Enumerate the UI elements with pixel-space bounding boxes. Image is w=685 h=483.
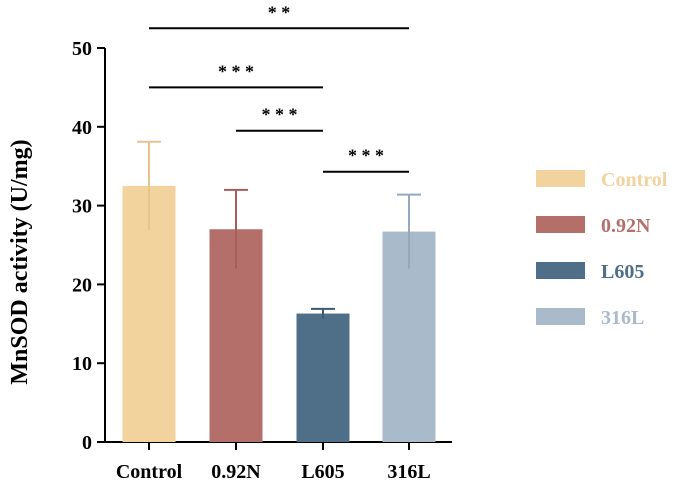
error-bars (137, 140, 421, 319)
legend-label: L605 (601, 261, 644, 283)
legend-swatch (536, 170, 585, 187)
x-tick-label: 316L (387, 461, 430, 483)
legend: Control 0.92N L605 316L (536, 169, 668, 329)
bar-l605 (296, 313, 350, 442)
x-tick-label: 0.92N (211, 461, 261, 483)
significance-label: * * * (218, 61, 254, 81)
significance-label: * * * (262, 105, 298, 125)
x-tick-label: L605 (301, 461, 344, 483)
y-tick-label: 10 (72, 353, 92, 375)
significance-label: * * * (348, 146, 384, 166)
legend-label: 316L (601, 307, 644, 329)
significance-brackets: * * * * * * * * * * * (149, 2, 409, 173)
y-tick-label: 0 (82, 432, 92, 454)
axes: 0 10 20 30 40 50 Control 0.92N L605 316L (72, 38, 452, 483)
legend-label: Control (601, 169, 668, 191)
bars (122, 185, 436, 442)
y-axis-label: MnSOD activity (U/mg) (7, 139, 33, 384)
y-tick-label: 40 (72, 117, 92, 139)
significance-label: * * (268, 2, 291, 22)
x-tick-label: Control (116, 461, 183, 483)
legend-label: 0.92N (601, 215, 651, 237)
y-tick-label: 20 (72, 274, 92, 296)
y-tick-label: 30 (72, 196, 92, 218)
y-tick-label: 50 (72, 38, 92, 60)
legend-swatch (536, 262, 585, 279)
legend-swatch (536, 216, 585, 233)
legend-swatch (536, 308, 585, 325)
